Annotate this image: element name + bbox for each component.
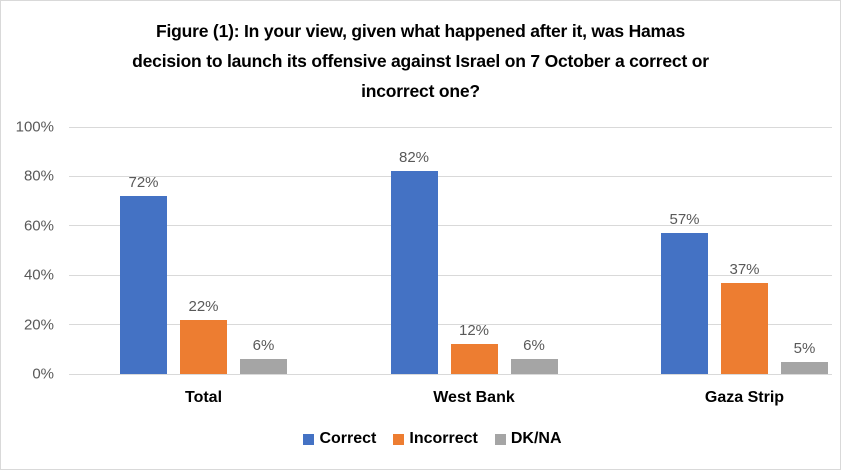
bar [390, 171, 438, 374]
bar [510, 359, 558, 374]
y-axis-tick-label: 0% [32, 365, 54, 383]
legend-label: DK/NA [510, 430, 562, 447]
gridline [69, 274, 832, 276]
legend-swatch [303, 433, 315, 445]
bar-groups: 72% 22% 6% 82% 12% 6% 57% 37% 5% [69, 127, 832, 374]
bar-group: 72% 22% 6% [120, 127, 287, 374]
gridline [69, 324, 832, 326]
y-axis-tick-label: 40% [23, 266, 54, 284]
bar-slot: 6% [510, 127, 558, 374]
bar-group: 57% 37% 5% [661, 127, 828, 374]
legend: Correct Incorrect DK/NA [1, 430, 840, 448]
bar-slot: 12% [450, 127, 498, 374]
x-axis-category-label: Total [184, 389, 223, 406]
bar-value-label: 5% [793, 339, 816, 357]
bar-slot: 6% [240, 127, 287, 374]
bar-value-label: 82% [398, 149, 430, 167]
bar [661, 233, 708, 374]
bar-value-label: 37% [729, 260, 760, 278]
gridline [69, 373, 832, 375]
bar [781, 361, 828, 374]
legend-label: Incorrect [409, 430, 478, 447]
bar-value-label: 22% [188, 297, 219, 315]
bar-group: 82% 12% 6% [390, 127, 558, 374]
bar-slot: 37% [721, 127, 768, 374]
bar [450, 344, 498, 374]
bar [180, 319, 227, 374]
bar-slot: 5% [781, 127, 828, 374]
x-axis-category-label: West Bank [433, 389, 515, 406]
bar-value-label: 57% [669, 211, 700, 229]
bar [240, 359, 287, 374]
bar-slot: 22% [180, 127, 227, 374]
chart-title-line: decision to launch its offensive against… [132, 51, 709, 71]
bar [120, 196, 167, 374]
bar-value-label: 12% [458, 322, 490, 340]
bar-slot: 72% [120, 127, 167, 374]
y-axis-tick-label: 60% [23, 217, 54, 235]
gridline [69, 175, 832, 177]
gridline [69, 225, 832, 227]
x-axis-category-label: Gaza Strip [704, 389, 785, 406]
plot-area: 72% 22% 6% 82% 12% 6% 57% 37% 5% [69, 126, 832, 375]
gridline [69, 126, 832, 128]
x-axis: Total West Bank Gaza Strip [69, 389, 832, 407]
bar-value-label: 72% [128, 174, 159, 192]
y-axis-tick-label: 20% [23, 316, 54, 334]
legend-item: DK/NA [494, 430, 562, 448]
y-axis-tick-label: 100% [15, 118, 54, 136]
bar-slot: 57% [661, 127, 708, 374]
bar-slot: 82% [390, 127, 438, 374]
legend-swatch [393, 433, 405, 445]
bar [721, 282, 768, 374]
y-axis: 0% 20% 40% 60% 80% 100% [1, 119, 54, 383]
bar-value-label: 6% [252, 337, 275, 355]
chart-title-line: Figure (1): In your view, given what hap… [156, 21, 685, 41]
legend-label: Correct [319, 430, 377, 447]
legend-item: Correct [303, 430, 376, 448]
chart-title-line: incorrect one? [361, 81, 480, 101]
chart-title: Figure (1): In your view, given what hap… [41, 16, 800, 106]
bar-value-label: 6% [523, 337, 545, 355]
legend-item: Incorrect [393, 430, 478, 448]
legend-swatch [494, 433, 506, 445]
y-axis-tick-label: 80% [23, 167, 54, 185]
